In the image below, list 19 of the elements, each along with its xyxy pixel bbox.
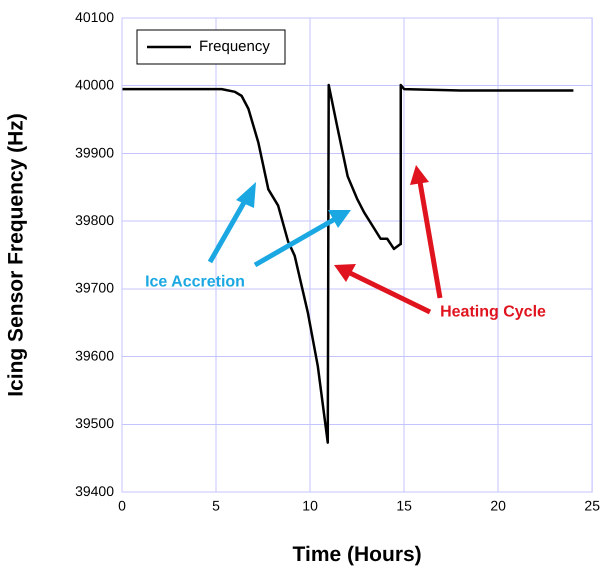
legend-label: Frequency [199,38,270,56]
x-tick-label: 15 [396,497,412,514]
x-axis-title: Time (Hours) [292,543,422,566]
y-tick-label: 39800 [75,212,114,228]
annotation: Ice Accretion [145,273,245,290]
x-tick-label: 0 [118,497,126,514]
y-tick-label: 39500 [75,415,114,432]
y-tick-label: 40000 [75,76,114,93]
y-tick-label: 39600 [75,347,114,364]
y-axis-title: Icing Sensor Frequency (Hz) [4,113,28,397]
y-tick-label: 39400 [75,482,114,499]
y-tick-label: 40100 [75,8,114,25]
x-tick-label: 20 [490,497,506,514]
y-tick-label: 39900 [75,144,114,160]
y-tick-label: 39700 [75,280,114,296]
x-tick-label: 25 [584,497,600,514]
x-tick-label: 5 [212,497,220,514]
annotation: Heating Cycle [440,303,546,320]
x-tick-label: 10 [302,497,318,514]
